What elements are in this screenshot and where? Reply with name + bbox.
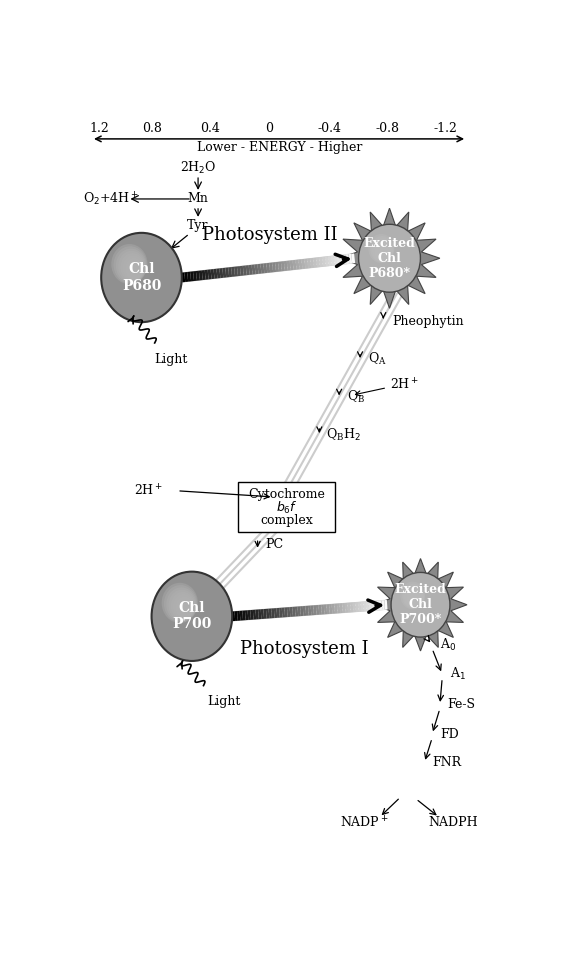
Ellipse shape — [114, 246, 147, 284]
Text: -0.8: -0.8 — [375, 122, 399, 135]
Ellipse shape — [369, 234, 394, 263]
Text: NADPH: NADPH — [428, 816, 478, 829]
Ellipse shape — [171, 593, 195, 620]
Text: A$_0$: A$_0$ — [440, 637, 456, 653]
Ellipse shape — [121, 253, 145, 281]
Text: -1.2: -1.2 — [433, 122, 457, 135]
Ellipse shape — [176, 596, 193, 619]
Ellipse shape — [162, 583, 198, 623]
Ellipse shape — [374, 239, 393, 262]
Ellipse shape — [376, 241, 393, 262]
Text: 0.4: 0.4 — [200, 122, 220, 135]
Text: 2H$_2$O: 2H$_2$O — [180, 160, 216, 177]
Ellipse shape — [400, 582, 425, 609]
Ellipse shape — [408, 590, 424, 608]
Text: -0.4: -0.4 — [317, 122, 341, 135]
Text: Lower - ENERGY - Higher: Lower - ENERGY - Higher — [197, 141, 362, 154]
Polygon shape — [339, 208, 440, 308]
Ellipse shape — [406, 588, 424, 608]
Text: $b_6f$: $b_6f$ — [276, 500, 298, 515]
Text: Photosystem I: Photosystem I — [240, 641, 369, 658]
Ellipse shape — [402, 584, 425, 609]
Text: FD: FD — [440, 728, 459, 740]
Ellipse shape — [372, 237, 394, 262]
Text: complex: complex — [261, 514, 313, 527]
Ellipse shape — [118, 251, 145, 282]
Text: Chl
P700: Chl P700 — [172, 601, 212, 631]
Text: Excited
Chl
P700*: Excited Chl P700* — [394, 583, 447, 626]
Text: Q$_\mathregular{B}$H$_2$: Q$_\mathregular{B}$H$_2$ — [325, 427, 360, 443]
Ellipse shape — [404, 586, 424, 609]
Ellipse shape — [123, 256, 144, 281]
Text: PC: PC — [265, 538, 284, 551]
Ellipse shape — [101, 233, 182, 322]
Text: Fe-S: Fe-S — [448, 699, 476, 711]
Text: Light: Light — [154, 353, 188, 366]
Ellipse shape — [370, 235, 394, 262]
Text: Tyr: Tyr — [187, 219, 209, 233]
Text: 2H$^+$: 2H$^+$ — [390, 377, 418, 393]
Text: FNR: FNR — [432, 757, 461, 769]
Text: Light: Light — [207, 695, 241, 708]
Text: NADP$^+$: NADP$^+$ — [340, 815, 388, 830]
Ellipse shape — [164, 585, 197, 622]
Ellipse shape — [116, 249, 146, 283]
Ellipse shape — [169, 590, 196, 620]
Text: 2H$^+$: 2H$^+$ — [134, 483, 163, 499]
Text: Photosystem II: Photosystem II — [201, 226, 337, 244]
Polygon shape — [374, 559, 467, 651]
Text: Chl
P680: Chl P680 — [122, 262, 161, 292]
Ellipse shape — [173, 594, 194, 620]
Text: A$_1$: A$_1$ — [450, 666, 466, 682]
Ellipse shape — [111, 244, 148, 285]
Text: Q$_\mathregular{A}$: Q$_\mathregular{A}$ — [368, 351, 386, 368]
Ellipse shape — [166, 588, 196, 621]
FancyBboxPatch shape — [238, 482, 335, 532]
Text: O$_2$+4H$^+$: O$_2$+4H$^+$ — [83, 190, 139, 207]
Text: Excited
Chl
P680*: Excited Chl P680* — [363, 236, 416, 280]
Ellipse shape — [152, 571, 232, 661]
Ellipse shape — [359, 224, 420, 292]
Text: 0: 0 — [265, 122, 273, 135]
Text: 1.2: 1.2 — [89, 122, 108, 135]
Text: 0.8: 0.8 — [142, 122, 161, 135]
Text: Q$_\mathregular{B}$: Q$_\mathregular{B}$ — [347, 389, 365, 405]
Ellipse shape — [391, 572, 450, 637]
Text: Pheophytin: Pheophytin — [393, 316, 464, 328]
Text: Cytochrome: Cytochrome — [249, 487, 325, 501]
Text: Mn: Mn — [188, 192, 208, 206]
Ellipse shape — [125, 258, 143, 280]
